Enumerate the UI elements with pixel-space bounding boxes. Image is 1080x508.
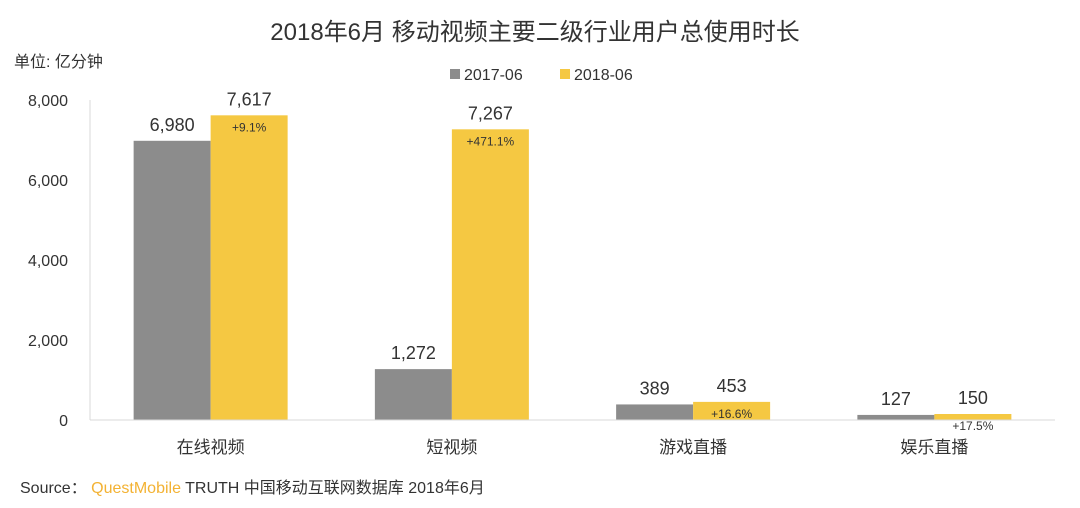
bar-value-label: 7,617 [227,89,272,109]
legend-swatch [560,69,570,79]
legend: 2017-06 2018-06 [450,67,633,84]
bar-value-label: 150 [958,388,988,408]
y-tick-label: 6,000 [28,173,68,190]
growth-label: +16.6% [711,407,752,421]
bar-2017-06-3 [857,414,935,420]
x-category-label: 娱乐直播 [900,438,968,457]
bar-2018-06-2 [693,401,771,420]
bar-2017-06-2 [616,404,694,420]
legend-label: 2018-06 [574,67,633,84]
source-note: Source： QuestMobile TRUTH 中国移动互联网数据库 201… [20,474,485,498]
bar-value-label: 7,267 [468,103,513,123]
bar-2017-06-0 [133,140,211,421]
bar-2018-06-0 [210,115,288,420]
growth-label: +17.5% [952,419,993,433]
y-tick-label: 8,000 [28,93,68,110]
y-tick-label: 4,000 [28,253,68,270]
bar-value-label: 1,272 [391,343,436,363]
bar-2018-06-1 [451,129,529,420]
bar-value-label: 453 [717,376,747,396]
growth-label: +471.1% [467,134,515,148]
bar-2017-06-1 [374,369,452,420]
x-category-label: 短视频 [426,438,477,457]
source-brand: QuestMobile [91,480,181,497]
source-rest: TRUTH 中国移动互联网数据库 2018年6月 [185,480,485,497]
y-tick-label: 0 [59,413,68,430]
bar-value-label: 389 [640,378,670,398]
bar-value-label: 127 [881,389,911,409]
chart-title: 2018年6月 移动视频主要二级行业用户总使用时长 [270,19,799,46]
legend-label: 2017-06 [464,67,523,84]
legend-swatch [450,69,460,79]
chart: 2018年6月 移动视频主要二级行业用户总使用时长 单位: 亿分钟 2017-0… [14,19,1055,457]
y-axis: 0 2,000 4,000 6,000 8,000 [28,93,91,430]
bar-2018-06-3 [934,414,1012,420]
y-tick-label: 2,000 [28,333,68,350]
unit-label: 单位: 亿分钟 [14,53,103,71]
x-category-label: 游戏直播 [659,438,727,457]
source-prefix: Source： [20,480,87,497]
growth-label: +9.1% [232,120,267,134]
x-axis: 在线视频 短视频 游戏直播 娱乐直播 [90,419,1055,457]
x-category-label: 在线视频 [177,438,245,457]
bars: 6,980 7,617 +9.1% 1,272 7,267 +471.1% 389 453 +1… [133,89,1012,433]
bar-value-label: 6,980 [150,115,195,135]
